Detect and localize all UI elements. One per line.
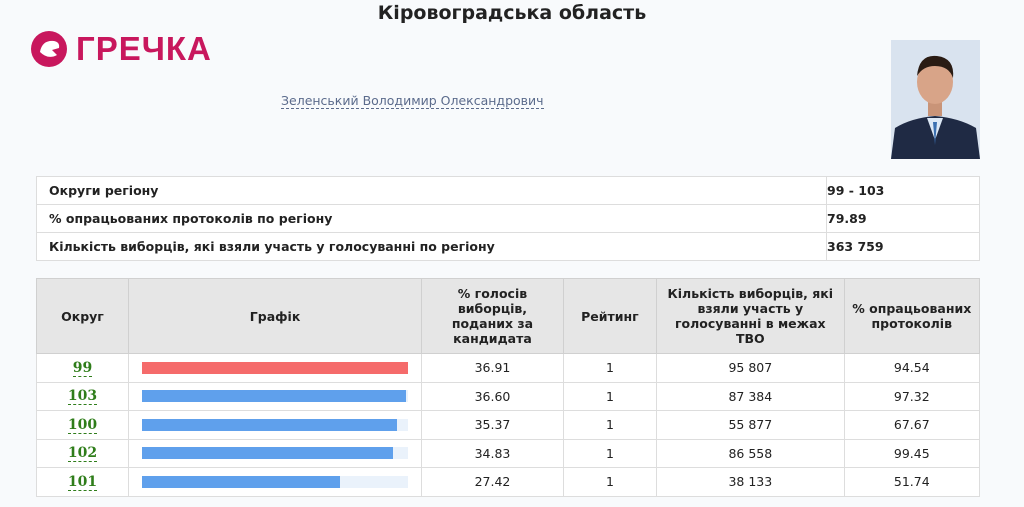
result-row: 103 36.60 1 87 384 97.32 [36,381,981,411]
voters-cell: 86 558 [656,438,845,468]
district-link[interactable]: 102 [67,445,98,463]
district-cell: 99 [36,353,129,383]
district-link[interactable]: 101 [67,473,98,491]
voters-cell: 95 807 [656,353,845,383]
district-link[interactable]: 99 [72,359,93,377]
bar [142,361,409,374]
logo-icon [31,31,67,67]
page-title: Кіровоградська область [377,2,647,24]
summary-label: Кількість виборців, які взяли участь у г… [36,232,827,261]
chart-cell [127,438,423,468]
summary-value: 79.89 [826,204,980,233]
bar [142,475,340,488]
district-cell: 103 [36,381,129,411]
bar-track [142,447,409,460]
column-header: % голосів виборців, поданих за кандидата [421,278,564,354]
district-link[interactable]: 103 [67,388,98,406]
percent-cell: 34.83 [421,438,564,468]
bar [142,418,397,431]
summary-row: % опрацьованих протоколів по регіону 79.8… [36,204,980,233]
processed-cell: 51.74 [843,467,981,497]
summary-value: 363 759 [826,232,980,261]
bar-track [142,418,409,431]
logo-text: ГРЕЧКА [76,30,212,67]
bar-track [142,390,409,403]
district-link[interactable]: 100 [67,416,98,434]
logo[interactable]: ГРЕЧКА [30,30,212,68]
column-header: Кількість виборців, які взяли участь у г… [656,278,845,354]
district-cell: 102 [36,438,129,468]
column-header: % опрацьованих протоколів [843,278,981,354]
percent-cell: 35.37 [421,410,564,440]
processed-cell: 67.67 [843,410,981,440]
percent-cell: 36.91 [421,353,564,383]
result-row: 99 36.91 1 95 807 94.54 [36,353,981,383]
voters-cell: 87 384 [656,381,845,411]
results-table: Округ Графік% голосів виборців, поданих з… [36,278,981,497]
voters-cell: 55 877 [656,410,845,440]
column-header: Рейтинг [562,278,658,354]
column-header: Округ [36,278,129,354]
rating-cell: 1 [562,381,658,411]
result-row: 102 34.83 1 86 558 99.45 [36,438,981,468]
summary-label: Округи регіону [36,176,827,205]
summary-row: Округи регіону 99 - 103 [36,176,980,205]
bar [142,447,394,460]
processed-cell: 99.45 [843,438,981,468]
district-cell: 100 [36,410,129,440]
district-cell: 101 [36,467,129,497]
chart-cell [127,410,423,440]
bar-track [142,475,409,488]
chart-cell [127,353,423,383]
percent-cell: 27.42 [421,467,564,497]
result-row: 101 27.42 1 38 133 51.74 [36,467,981,497]
processed-cell: 94.54 [843,353,981,383]
candidate-photo [891,40,980,159]
rating-cell: 1 [562,438,658,468]
bar-track [142,361,409,374]
result-row: 100 35.37 1 55 877 67.67 [36,410,981,440]
summary-label: % опрацьованих протоколів по регіону [36,204,827,233]
candidate-link[interactable]: Зеленський Володимир Олександрович [281,93,544,109]
rating-cell: 1 [562,353,658,383]
rating-cell: 1 [562,410,658,440]
chart-cell [127,381,423,411]
summary-value: 99 - 103 [826,176,980,205]
percent-cell: 36.60 [421,381,564,411]
rating-cell: 1 [562,467,658,497]
voters-cell: 38 133 [656,467,845,497]
column-header: Графік [127,278,423,354]
summary-row: Кількість виборців, які взяли участь у г… [36,232,980,261]
chart-cell [127,467,423,497]
summary-table: Округи регіону 99 - 103% опрацьованих про… [36,176,980,261]
bar [142,390,406,403]
processed-cell: 97.32 [843,381,981,411]
